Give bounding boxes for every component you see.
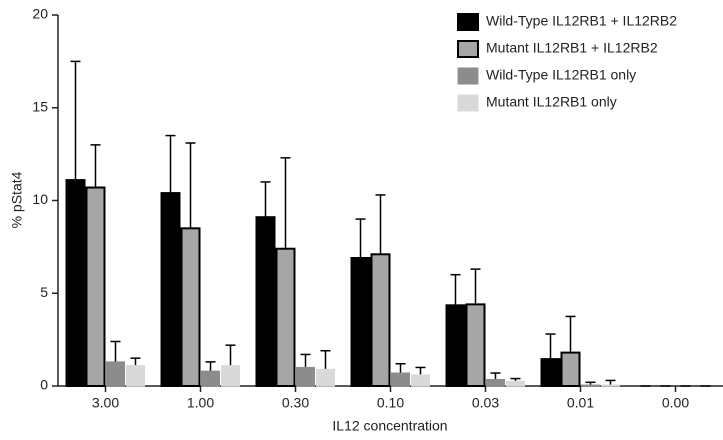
bar xyxy=(221,365,240,387)
bar xyxy=(411,374,430,387)
y-tick-label: 20 xyxy=(32,6,48,22)
bar xyxy=(126,365,145,387)
y-tick-label: 10 xyxy=(32,191,48,207)
legend-swatch xyxy=(457,94,479,112)
legend-swatch xyxy=(457,40,479,58)
bar xyxy=(160,192,181,387)
x-tick-label: 1.00 xyxy=(187,395,214,411)
y-axis-title: % pStat4 xyxy=(9,171,25,228)
x-tick-label: 3.00 xyxy=(92,395,119,411)
bar xyxy=(601,384,620,387)
bar xyxy=(540,358,561,388)
x-tick-label: 0.01 xyxy=(567,395,594,411)
bar xyxy=(445,304,466,387)
bar xyxy=(180,227,201,387)
x-axis-title: IL12 concentration xyxy=(332,418,447,434)
bar xyxy=(85,186,106,387)
bar xyxy=(65,179,86,387)
y-tick-label: 15 xyxy=(32,98,48,114)
bar xyxy=(296,366,315,387)
x-tick-label: 0.10 xyxy=(377,395,404,411)
bar xyxy=(316,368,335,387)
bar xyxy=(391,372,410,387)
legend-label: Mutant IL12RB1 only xyxy=(486,94,617,110)
bar xyxy=(106,361,125,387)
bar xyxy=(486,379,505,387)
legend-label: Wild-Type IL12RB1 + IL12RB2 xyxy=(486,13,677,29)
x-tick-label: 0.30 xyxy=(282,395,309,411)
bar xyxy=(370,253,391,387)
bar xyxy=(275,247,296,387)
x-tick-label: 0.03 xyxy=(472,395,499,411)
legend-label: Mutant IL12RB1 + IL12RB2 xyxy=(486,40,658,56)
bar xyxy=(465,303,486,388)
y-tick-label: 0 xyxy=(40,377,48,393)
y-tick-label: 5 xyxy=(40,284,48,300)
bar xyxy=(201,370,220,387)
bar xyxy=(560,351,581,387)
legend-swatch xyxy=(457,67,479,85)
legend-swatch xyxy=(457,13,479,31)
bar xyxy=(581,384,600,387)
legend-label: Wild-Type IL12RB1 only xyxy=(486,67,636,83)
bar xyxy=(506,380,525,387)
x-tick-label: 0.00 xyxy=(662,395,689,411)
bar xyxy=(350,257,371,388)
bar xyxy=(255,216,276,387)
